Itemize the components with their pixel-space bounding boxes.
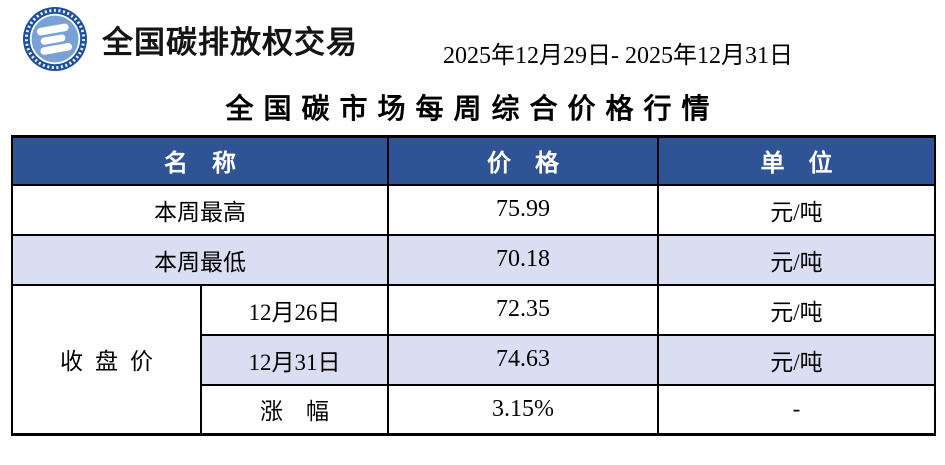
exchange-logo-text: 全国碳排放权交易 <box>102 24 358 60</box>
name-cell: 本周最高 <box>11 183 389 236</box>
unit-cell: 元/吨 <box>657 183 936 236</box>
unit-cell: 元/吨 <box>657 233 936 286</box>
page-title: 全国碳市场每周综合价格行情 <box>225 94 720 125</box>
unit-cell: - <box>657 383 936 436</box>
name-cell: 12月26日 <box>200 283 389 336</box>
price-cell: 75.99 <box>387 183 659 236</box>
unit-cell: 元/吨 <box>657 333 936 386</box>
col-header-unit: 单 位 <box>657 135 936 186</box>
price-cell: 72.35 <box>387 283 659 336</box>
price-table: 名 称 价 格 单 位 本周最高 75.99 元/吨 本周最低 70.18 元/… <box>11 135 936 436</box>
table-row-close-1231: 12月31日 74.63 元/吨 <box>12 333 936 386</box>
col-header-name: 名 称 <box>11 135 389 186</box>
exchange-logo-icon <box>23 7 87 71</box>
table-row-week-low: 本周最低 70.18 元/吨 <box>11 233 936 286</box>
table-header-row: 名 称 价 格 单 位 <box>11 135 936 186</box>
name-cell: 本周最低 <box>11 233 389 286</box>
col-header-price: 价 格 <box>387 135 659 186</box>
unit-cell: 元/吨 <box>657 283 936 336</box>
table-row-week-high: 本周最高 75.99 元/吨 <box>11 183 936 236</box>
price-cell: 3.15% <box>387 383 659 436</box>
table-row-change: 涨 幅 3.15% - <box>12 383 936 436</box>
closing-price-label: 收盘价 <box>11 283 202 436</box>
price-cell: 74.63 <box>387 333 659 386</box>
name-cell: 涨 幅 <box>200 383 389 436</box>
date-range: 2025年12月29日- 2025年12月31日 <box>443 43 793 69</box>
table-row-close-1226: 收盘价 12月26日 72.35 元/吨 <box>11 283 936 436</box>
brand-header: 全国碳排放权交易 <box>22 6 358 72</box>
price-cell: 70.18 <box>387 233 659 286</box>
name-cell: 12月31日 <box>200 333 389 386</box>
